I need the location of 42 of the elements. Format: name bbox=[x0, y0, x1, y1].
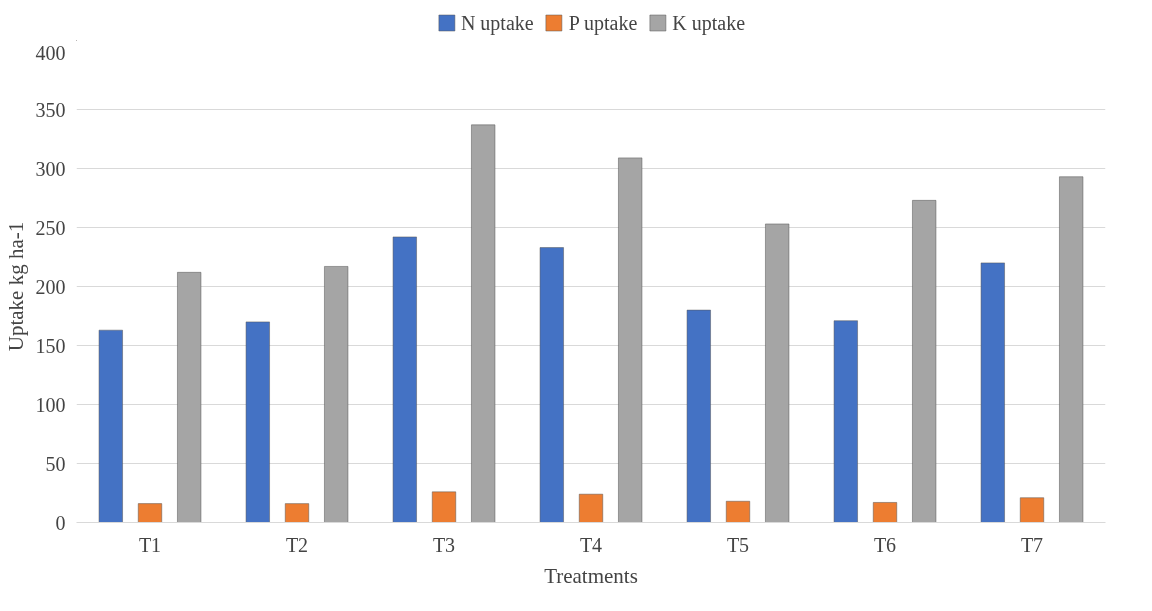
bar bbox=[765, 223, 790, 523]
bar bbox=[1059, 176, 1084, 523]
x-tick-label: T7 bbox=[1020, 533, 1044, 556]
bar bbox=[98, 329, 123, 523]
y-tick-label: 350 bbox=[35, 98, 66, 121]
bar bbox=[431, 491, 457, 523]
x-tick-label: T5 bbox=[726, 533, 750, 556]
bar bbox=[324, 266, 349, 523]
x-axis-title: Treatments bbox=[544, 563, 638, 588]
x-tick-label: T3 bbox=[432, 533, 456, 556]
legend-label: K uptake bbox=[672, 11, 746, 34]
bar bbox=[1019, 497, 1045, 523]
y-tick-label: 250 bbox=[35, 216, 66, 239]
legend-label: N uptake bbox=[460, 11, 534, 34]
bar bbox=[980, 262, 1005, 523]
y-tick-label: 200 bbox=[35, 275, 66, 298]
bar bbox=[618, 157, 643, 523]
y-tick-label: 0 bbox=[55, 511, 66, 534]
bar bbox=[137, 503, 163, 523]
bar bbox=[392, 236, 417, 523]
y-tick-label: 300 bbox=[35, 157, 66, 180]
bar bbox=[872, 502, 898, 523]
x-tick-label: T6 bbox=[873, 533, 897, 556]
x-tick-label: T2 bbox=[285, 533, 309, 556]
bar bbox=[471, 124, 496, 523]
bar bbox=[912, 200, 937, 523]
bar bbox=[833, 320, 858, 523]
bar bbox=[245, 321, 270, 523]
bar bbox=[177, 272, 202, 523]
y-tick-label: 50 bbox=[45, 452, 66, 475]
bar bbox=[539, 247, 564, 523]
x-tick-label: T4 bbox=[579, 533, 603, 556]
y-tick-label: 400 bbox=[35, 41, 66, 64]
bar bbox=[725, 501, 751, 523]
bar bbox=[686, 309, 711, 523]
y-tick-label: 100 bbox=[35, 393, 66, 416]
bar bbox=[578, 493, 604, 523]
legend-label: P uptake bbox=[568, 11, 638, 34]
x-tick-label: T1 bbox=[138, 533, 162, 556]
y-axis-title: Uptake kg ha-1 bbox=[3, 221, 28, 352]
bar bbox=[284, 503, 310, 523]
y-tick-label: 150 bbox=[35, 334, 66, 357]
